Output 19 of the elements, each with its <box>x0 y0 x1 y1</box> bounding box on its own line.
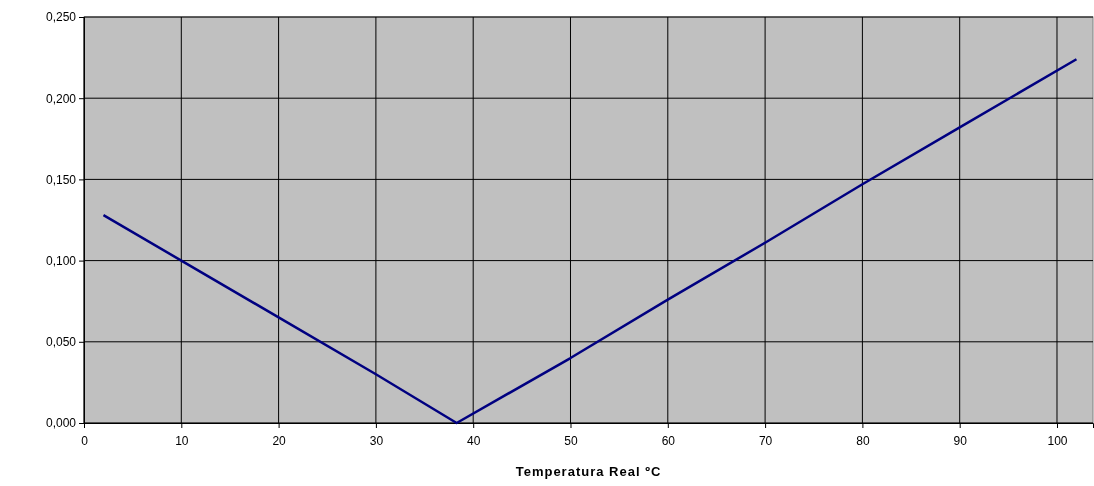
x-tick-label: 30 <box>369 434 384 449</box>
line-series <box>102 57 1078 425</box>
y-tick-label: 0,200 <box>45 91 77 106</box>
y-tick-label: 0,000 <box>45 416 77 431</box>
y-tick-label: 0,250 <box>45 10 77 25</box>
x-tick-label: 0 <box>81 434 89 449</box>
x-tick-label: 50 <box>564 434 578 449</box>
x-tick-label: 80 <box>856 434 870 449</box>
y-tick-label: 0,050 <box>45 335 77 350</box>
x-tick-label: 10 <box>175 434 189 449</box>
x-tick-label: 90 <box>953 434 968 449</box>
x-tick-label: 70 <box>758 434 773 449</box>
x-tick-label: 100 <box>1047 434 1068 449</box>
y-tick-label: 0,100 <box>45 253 77 268</box>
x-tick-label: 60 <box>661 434 676 449</box>
x-axis-title: Temperatura Real ºC <box>515 464 662 479</box>
y-tick-label: 0,150 <box>45 172 77 187</box>
x-tick-label: 40 <box>467 434 481 449</box>
x-tick-label: 20 <box>272 434 287 449</box>
